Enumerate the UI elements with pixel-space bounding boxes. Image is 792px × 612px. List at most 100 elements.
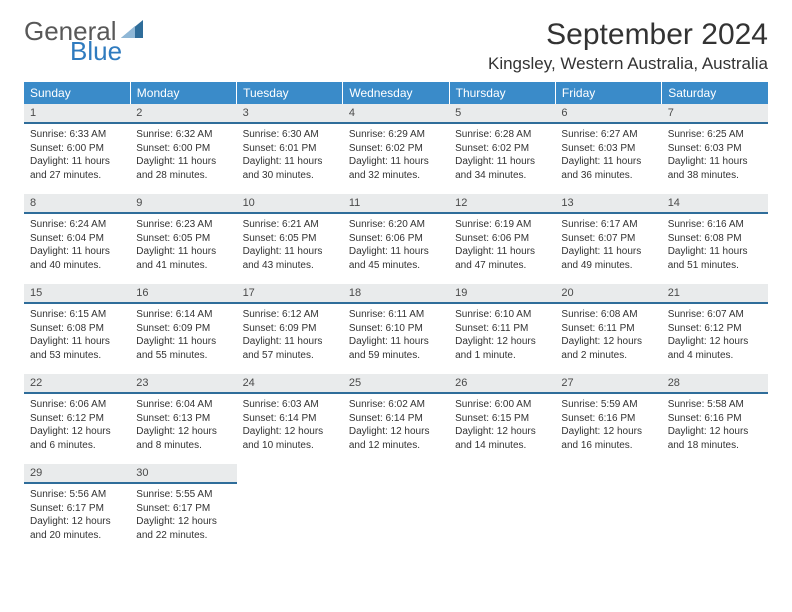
- day-details: Sunrise: 6:16 AMSunset: 6:08 PMDaylight:…: [662, 214, 768, 280]
- weekday-header: Saturday: [662, 82, 768, 104]
- day-number: 2: [130, 104, 236, 124]
- weekday-header: Tuesday: [237, 82, 343, 104]
- daylight-text: Daylight: 11 hours and 28 minutes.: [136, 155, 230, 182]
- day-number: 27: [555, 374, 661, 394]
- weekday-header: Thursday: [449, 82, 555, 104]
- sunrise-text: Sunrise: 6:17 AM: [561, 218, 655, 232]
- sunrise-text: Sunrise: 5:58 AM: [668, 398, 762, 412]
- daylight-text: Daylight: 12 hours and 16 minutes.: [561, 425, 655, 452]
- day-cell: 16Sunrise: 6:14 AMSunset: 6:09 PMDayligh…: [130, 284, 236, 370]
- day-cell: 24Sunrise: 6:03 AMSunset: 6:14 PMDayligh…: [237, 374, 343, 460]
- day-cell: 7Sunrise: 6:25 AMSunset: 6:03 PMDaylight…: [662, 104, 768, 190]
- daylight-text: Daylight: 12 hours and 14 minutes.: [455, 425, 549, 452]
- day-details: Sunrise: 6:06 AMSunset: 6:12 PMDaylight:…: [24, 394, 130, 460]
- day-details: Sunrise: 6:10 AMSunset: 6:11 PMDaylight:…: [449, 304, 555, 370]
- logo: General Blue: [24, 18, 149, 64]
- day-number: 1: [24, 104, 130, 124]
- sunrise-text: Sunrise: 6:07 AM: [668, 308, 762, 322]
- day-number: 19: [449, 284, 555, 304]
- sunrise-text: Sunrise: 6:11 AM: [349, 308, 443, 322]
- sunrise-text: Sunrise: 6:16 AM: [668, 218, 762, 232]
- sunset-text: Sunset: 6:07 PM: [561, 232, 655, 246]
- daylight-text: Daylight: 11 hours and 59 minutes.: [349, 335, 443, 362]
- header: General Blue September 2024 Kingsley, We…: [24, 18, 768, 74]
- sunset-text: Sunset: 6:15 PM: [455, 412, 549, 426]
- day-number: 11: [343, 194, 449, 214]
- day-details: Sunrise: 6:15 AMSunset: 6:08 PMDaylight:…: [24, 304, 130, 370]
- sunset-text: Sunset: 6:16 PM: [561, 412, 655, 426]
- weekday-header: Friday: [555, 82, 661, 104]
- sunrise-text: Sunrise: 6:04 AM: [136, 398, 230, 412]
- day-cell: 29Sunrise: 5:56 AMSunset: 6:17 PMDayligh…: [24, 464, 130, 550]
- sunset-text: Sunset: 6:12 PM: [30, 412, 124, 426]
- day-cell: [662, 464, 768, 550]
- sunset-text: Sunset: 6:00 PM: [136, 142, 230, 156]
- daylight-text: Daylight: 11 hours and 27 minutes.: [30, 155, 124, 182]
- day-number: 14: [662, 194, 768, 214]
- sunset-text: Sunset: 6:02 PM: [349, 142, 443, 156]
- sunset-text: Sunset: 6:11 PM: [455, 322, 549, 336]
- day-details: Sunrise: 6:17 AMSunset: 6:07 PMDaylight:…: [555, 214, 661, 280]
- sunrise-text: Sunrise: 6:20 AM: [349, 218, 443, 232]
- daylight-text: Daylight: 11 hours and 38 minutes.: [668, 155, 762, 182]
- day-number: 25: [343, 374, 449, 394]
- day-cell: 10Sunrise: 6:21 AMSunset: 6:05 PMDayligh…: [237, 194, 343, 280]
- day-cell: 22Sunrise: 6:06 AMSunset: 6:12 PMDayligh…: [24, 374, 130, 460]
- daylight-text: Daylight: 11 hours and 53 minutes.: [30, 335, 124, 362]
- day-cell: 5Sunrise: 6:28 AMSunset: 6:02 PMDaylight…: [449, 104, 555, 190]
- sunrise-text: Sunrise: 6:03 AM: [243, 398, 337, 412]
- week-row: 8Sunrise: 6:24 AMSunset: 6:04 PMDaylight…: [24, 194, 768, 280]
- day-details: Sunrise: 6:33 AMSunset: 6:00 PMDaylight:…: [24, 124, 130, 190]
- day-number: 21: [662, 284, 768, 304]
- day-details: Sunrise: 6:23 AMSunset: 6:05 PMDaylight:…: [130, 214, 236, 280]
- week-row: 1Sunrise: 6:33 AMSunset: 6:00 PMDaylight…: [24, 104, 768, 190]
- sunset-text: Sunset: 6:13 PM: [136, 412, 230, 426]
- day-cell: 25Sunrise: 6:02 AMSunset: 6:14 PMDayligh…: [343, 374, 449, 460]
- day-number: 20: [555, 284, 661, 304]
- day-cell: 13Sunrise: 6:17 AMSunset: 6:07 PMDayligh…: [555, 194, 661, 280]
- day-cell: 15Sunrise: 6:15 AMSunset: 6:08 PMDayligh…: [24, 284, 130, 370]
- sunset-text: Sunset: 6:11 PM: [561, 322, 655, 336]
- day-number: 29: [24, 464, 130, 484]
- sunrise-text: Sunrise: 6:25 AM: [668, 128, 762, 142]
- day-number: 28: [662, 374, 768, 394]
- day-details: Sunrise: 6:21 AMSunset: 6:05 PMDaylight:…: [237, 214, 343, 280]
- day-number: 30: [130, 464, 236, 484]
- daylight-text: Daylight: 12 hours and 22 minutes.: [136, 515, 230, 542]
- sunset-text: Sunset: 6:05 PM: [136, 232, 230, 246]
- sunset-text: Sunset: 6:17 PM: [30, 502, 124, 516]
- day-cell: 23Sunrise: 6:04 AMSunset: 6:13 PMDayligh…: [130, 374, 236, 460]
- week-row: 15Sunrise: 6:15 AMSunset: 6:08 PMDayligh…: [24, 284, 768, 370]
- day-details: Sunrise: 6:19 AMSunset: 6:06 PMDaylight:…: [449, 214, 555, 280]
- day-cell: 2Sunrise: 6:32 AMSunset: 6:00 PMDaylight…: [130, 104, 236, 190]
- weekday-header: Sunday: [24, 82, 130, 104]
- day-cell: 12Sunrise: 6:19 AMSunset: 6:06 PMDayligh…: [449, 194, 555, 280]
- month-title: September 2024: [488, 18, 768, 52]
- day-cell: [343, 464, 449, 550]
- day-number: 3: [237, 104, 343, 124]
- day-cell: 18Sunrise: 6:11 AMSunset: 6:10 PMDayligh…: [343, 284, 449, 370]
- day-details: Sunrise: 6:14 AMSunset: 6:09 PMDaylight:…: [130, 304, 236, 370]
- sunset-text: Sunset: 6:08 PM: [30, 322, 124, 336]
- calendar-page: General Blue September 2024 Kingsley, We…: [0, 0, 792, 568]
- sunset-text: Sunset: 6:16 PM: [668, 412, 762, 426]
- day-details: Sunrise: 6:08 AMSunset: 6:11 PMDaylight:…: [555, 304, 661, 370]
- day-cell: 17Sunrise: 6:12 AMSunset: 6:09 PMDayligh…: [237, 284, 343, 370]
- day-details: Sunrise: 6:30 AMSunset: 6:01 PMDaylight:…: [237, 124, 343, 190]
- day-cell: [237, 464, 343, 550]
- day-details: Sunrise: 6:02 AMSunset: 6:14 PMDaylight:…: [343, 394, 449, 460]
- day-details: Sunrise: 6:20 AMSunset: 6:06 PMDaylight:…: [343, 214, 449, 280]
- sunset-text: Sunset: 6:06 PM: [455, 232, 549, 246]
- sunset-text: Sunset: 6:04 PM: [30, 232, 124, 246]
- sunset-text: Sunset: 6:03 PM: [668, 142, 762, 156]
- day-cell: 27Sunrise: 5:59 AMSunset: 6:16 PMDayligh…: [555, 374, 661, 460]
- weekday-header-row: Sunday Monday Tuesday Wednesday Thursday…: [24, 82, 768, 104]
- sunrise-text: Sunrise: 6:33 AM: [30, 128, 124, 142]
- daylight-text: Daylight: 11 hours and 55 minutes.: [136, 335, 230, 362]
- weekday-header: Wednesday: [343, 82, 449, 104]
- day-cell: [449, 464, 555, 550]
- daylight-text: Daylight: 11 hours and 36 minutes.: [561, 155, 655, 182]
- daylight-text: Daylight: 12 hours and 8 minutes.: [136, 425, 230, 452]
- day-details: Sunrise: 6:25 AMSunset: 6:03 PMDaylight:…: [662, 124, 768, 190]
- daylight-text: Daylight: 12 hours and 10 minutes.: [243, 425, 337, 452]
